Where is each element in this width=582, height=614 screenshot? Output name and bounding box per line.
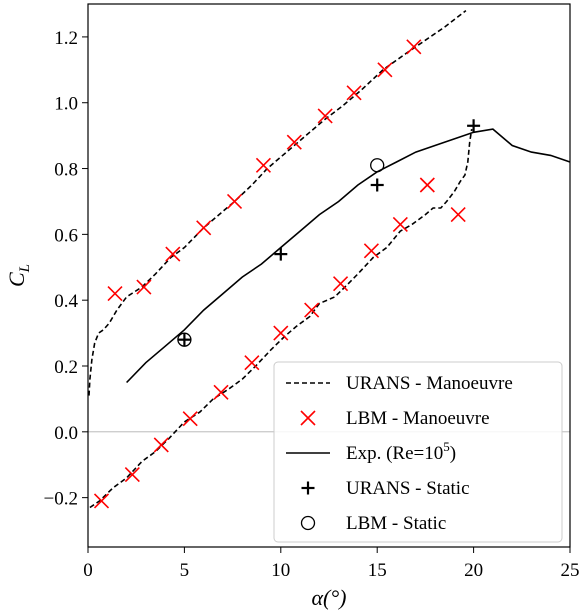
legend-item: LBM - Static xyxy=(300,513,446,534)
x-stroke xyxy=(255,157,272,173)
legend-circle-marker xyxy=(300,515,316,531)
y-tick-label: 0.8 xyxy=(54,160,78,181)
lbm-static-point xyxy=(370,158,385,173)
lbm-manoeuvre-point xyxy=(93,493,110,509)
series-layer xyxy=(88,9,571,509)
legend: URANS - Manoeuvre LBM - Manoeuvre Exp. (Re… xyxy=(273,361,563,543)
ticks-layer: 0 5 10 15 20 25 −0.2 0.0 0.2 0.4 0.6 0.8 1.0 1.2 xyxy=(44,28,580,581)
x-stroke xyxy=(333,276,349,292)
x-stroke xyxy=(196,220,212,236)
x-stroke xyxy=(363,243,379,259)
legend-label: URANS - Manoeuvre xyxy=(346,373,513,394)
urans-static-point xyxy=(370,178,384,192)
lbm-manoeuvre-point xyxy=(333,276,349,292)
x-stroke xyxy=(419,177,435,193)
x-stroke xyxy=(300,410,316,426)
y-axis-title: CL xyxy=(4,264,33,287)
y-tick-label: 0.6 xyxy=(54,225,78,246)
x-stroke xyxy=(93,493,110,509)
lbm-manoeuvre-point xyxy=(136,279,152,295)
x-stroke xyxy=(377,62,393,78)
y-tick-label: 0.4 xyxy=(54,291,78,312)
lbm-manoeuvre-point xyxy=(286,134,302,150)
lbm-manoeuvre-point xyxy=(255,157,272,173)
y-tick-label: 0.0 xyxy=(54,423,78,444)
y-tick-label: −0.2 xyxy=(44,489,78,510)
x-tick-label: 15 xyxy=(368,560,387,581)
y-tick-label: 0.2 xyxy=(54,357,78,378)
legend-label: LBM - Static xyxy=(346,513,446,534)
x-stroke xyxy=(182,411,198,427)
lbm-manoeuvre-point xyxy=(406,39,422,55)
lbm-manoeuvre-point xyxy=(213,384,229,400)
lbm-manoeuvre-point xyxy=(304,302,320,318)
x-stroke xyxy=(153,437,169,453)
x-stroke xyxy=(450,207,466,223)
lbm-manoeuvre-point xyxy=(450,207,466,223)
x-tick-label: 20 xyxy=(464,560,483,581)
lbm-manoeuvre-point xyxy=(182,411,198,427)
x-tick-label: 25 xyxy=(561,560,580,581)
legend-box xyxy=(273,361,563,543)
lbm-manoeuvre-point xyxy=(419,177,435,193)
x-tick-label: 10 xyxy=(271,560,290,581)
legend-label: Exp. (Re=105) xyxy=(346,439,456,464)
x-stroke xyxy=(244,355,260,371)
x-axis-title: α(°) xyxy=(312,585,347,610)
x-stroke xyxy=(107,286,123,302)
urans-manoeuvre-line-0 xyxy=(88,9,467,396)
legend-item: URANS - Static xyxy=(301,478,470,499)
legend-label: URANS - Static xyxy=(346,478,470,499)
lbm-manoeuvre-point xyxy=(196,220,212,236)
lbm-manoeuvre-point xyxy=(392,216,408,233)
x-stroke xyxy=(213,384,229,400)
x-stroke xyxy=(136,279,152,295)
x-tick-label: 0 xyxy=(83,560,93,581)
lbm-manoeuvre-point xyxy=(153,437,169,453)
legend-item: LBM - Manoeuvre xyxy=(300,408,490,429)
x-stroke xyxy=(346,85,362,101)
plot-frame xyxy=(87,3,571,548)
x-stroke xyxy=(392,216,408,233)
lbm-manoeuvre-point xyxy=(165,246,181,262)
lbm-manoeuvre-point xyxy=(363,243,379,259)
urans-static-point xyxy=(467,119,481,133)
x-stroke xyxy=(165,246,181,262)
lbm-manoeuvre-point xyxy=(226,193,243,210)
x-tick-label: 5 xyxy=(180,560,190,581)
legend-plus-marker xyxy=(301,481,315,495)
urans-static-point xyxy=(177,333,191,347)
x-stroke xyxy=(286,134,302,150)
x-stroke xyxy=(406,39,422,55)
x-stroke xyxy=(317,108,333,124)
lbm-manoeuvre-point xyxy=(244,355,260,371)
lbm-manoeuvre-point xyxy=(107,286,123,302)
legend-item: Exp. (Re=105) xyxy=(286,439,456,464)
x-stroke xyxy=(124,467,140,483)
urans-static-point xyxy=(274,247,288,261)
x-stroke xyxy=(226,193,243,210)
lbm-static-point xyxy=(177,332,192,347)
lbm-manoeuvre-point xyxy=(346,85,362,101)
lbm-manoeuvre-point xyxy=(317,108,333,124)
legend-x-marker xyxy=(300,410,316,426)
lbm-manoeuvre-point xyxy=(377,62,393,78)
legend-item: URANS - Manoeuvre xyxy=(286,373,513,394)
lbm-manoeuvre-point xyxy=(273,325,289,341)
legend-label: LBM - Manoeuvre xyxy=(346,408,490,429)
y-tick-label: 1.0 xyxy=(54,94,78,115)
x-stroke xyxy=(273,325,289,341)
exp-line xyxy=(126,128,571,384)
y-tick-label: 1.2 xyxy=(54,28,78,49)
lbm-manoeuvre-point xyxy=(124,467,140,483)
x-stroke xyxy=(304,302,320,318)
